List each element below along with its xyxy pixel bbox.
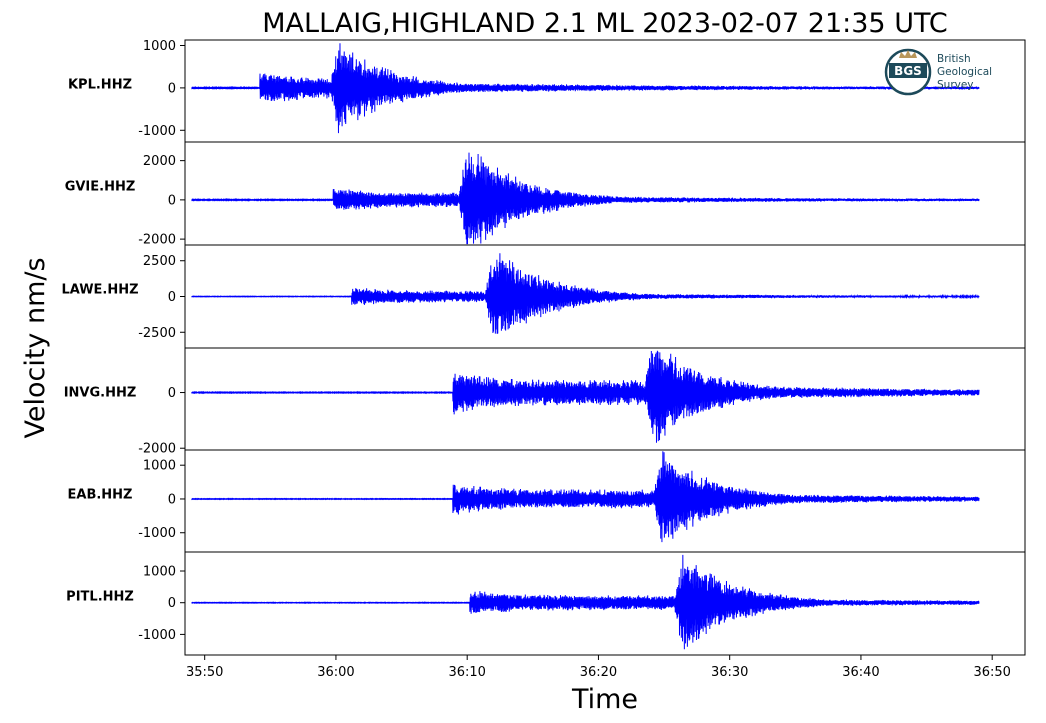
waveform-trace [191,152,980,245]
y-tick-label: 0 [168,596,176,611]
logo-abbreviation: BGS [894,64,922,78]
y-tick-label: 0 [168,290,176,305]
y-tick-label: 1000 [143,565,176,580]
x-tick-label: 36:30 [711,665,748,680]
x-tick-label: 36:50 [973,665,1010,680]
panel-gvie-hhz: 2000 0 -2000 GVIE.HHZ [65,141,1026,248]
y-tick-label: 0 [168,386,176,401]
x-tick-label: 35:50 [186,665,223,680]
x-tick-label: 36:00 [317,665,354,680]
y-tick-label: -1000 [138,628,176,643]
y-tick-label: -2000 [138,233,176,248]
panel-eab-hhz: 1000 0 -1000 EAB.HHZ [68,449,1026,554]
panel-kpl-hhz: 1000 0 -1000 KPL.HHZ [68,39,1026,144]
y-tick-label: 0 [168,81,176,96]
station-label: INVG.HHZ [64,386,137,401]
x-axis: 35:50 36:00 36:10 36:20 36:30 36:40 36:50 [186,655,1011,680]
station-label: EAB.HHZ [68,488,133,503]
waveform-trace [191,554,980,650]
x-tick-label: 36:40 [842,665,879,680]
panel-frame [184,141,1026,246]
y-tick-label: -1000 [138,526,176,541]
panel-invg-hhz: 0 -2000 INVG.HHZ [64,347,1026,457]
y-tick-label: 2000 [143,154,176,169]
logo-line-1: British [937,53,971,65]
y-axis-label: Velocity nm/s [20,257,51,438]
station-label: LAWE.HHZ [61,283,138,298]
waveform-trace [191,253,980,334]
station-label: KPL.HHZ [68,78,132,93]
y-tick-label: 0 [168,492,176,507]
panel-pitl-hhz: 1000 0 -1000 PITL.HHZ [66,551,1026,656]
station-label: GVIE.HHZ [65,180,136,195]
logo-line-2: Geological [937,66,992,78]
panel-frame [184,347,1026,452]
waveform-trace [191,350,980,443]
y-tick-label: -1000 [138,124,176,139]
y-tick-label: 1000 [143,39,176,54]
panel-lawe-hhz: 2500 0 -2500 LAWE.HHZ [61,244,1026,349]
bgs-logo: BGS British Geological Survey [884,48,992,96]
logo-line-3: Survey [937,79,974,91]
panels-group: 1000 0 -1000 KPL.HHZ 2000 0 -2000 GVIE.HHZ 2500 0… [61,39,1026,656]
logo-band [889,63,927,78]
x-tick-label: 36:10 [448,665,485,680]
chart-title: MALLAIG,HIGHLAND 2.1 ML 2023-02-07 21:35… [262,8,947,39]
crown-icon [899,50,917,58]
y-tick-label: 2500 [143,254,176,269]
waveform-trace [191,43,980,134]
y-tick-label: 1000 [143,459,176,474]
y-tick-label: 0 [168,193,176,208]
station-label: PITL.HHZ [66,590,134,605]
x-axis-label: Time [571,684,638,715]
y-tick-label: -2000 [138,442,176,457]
x-tick-label: 36:20 [580,665,617,680]
y-tick-label: -2500 [138,326,176,341]
waveform-trace [191,451,980,543]
